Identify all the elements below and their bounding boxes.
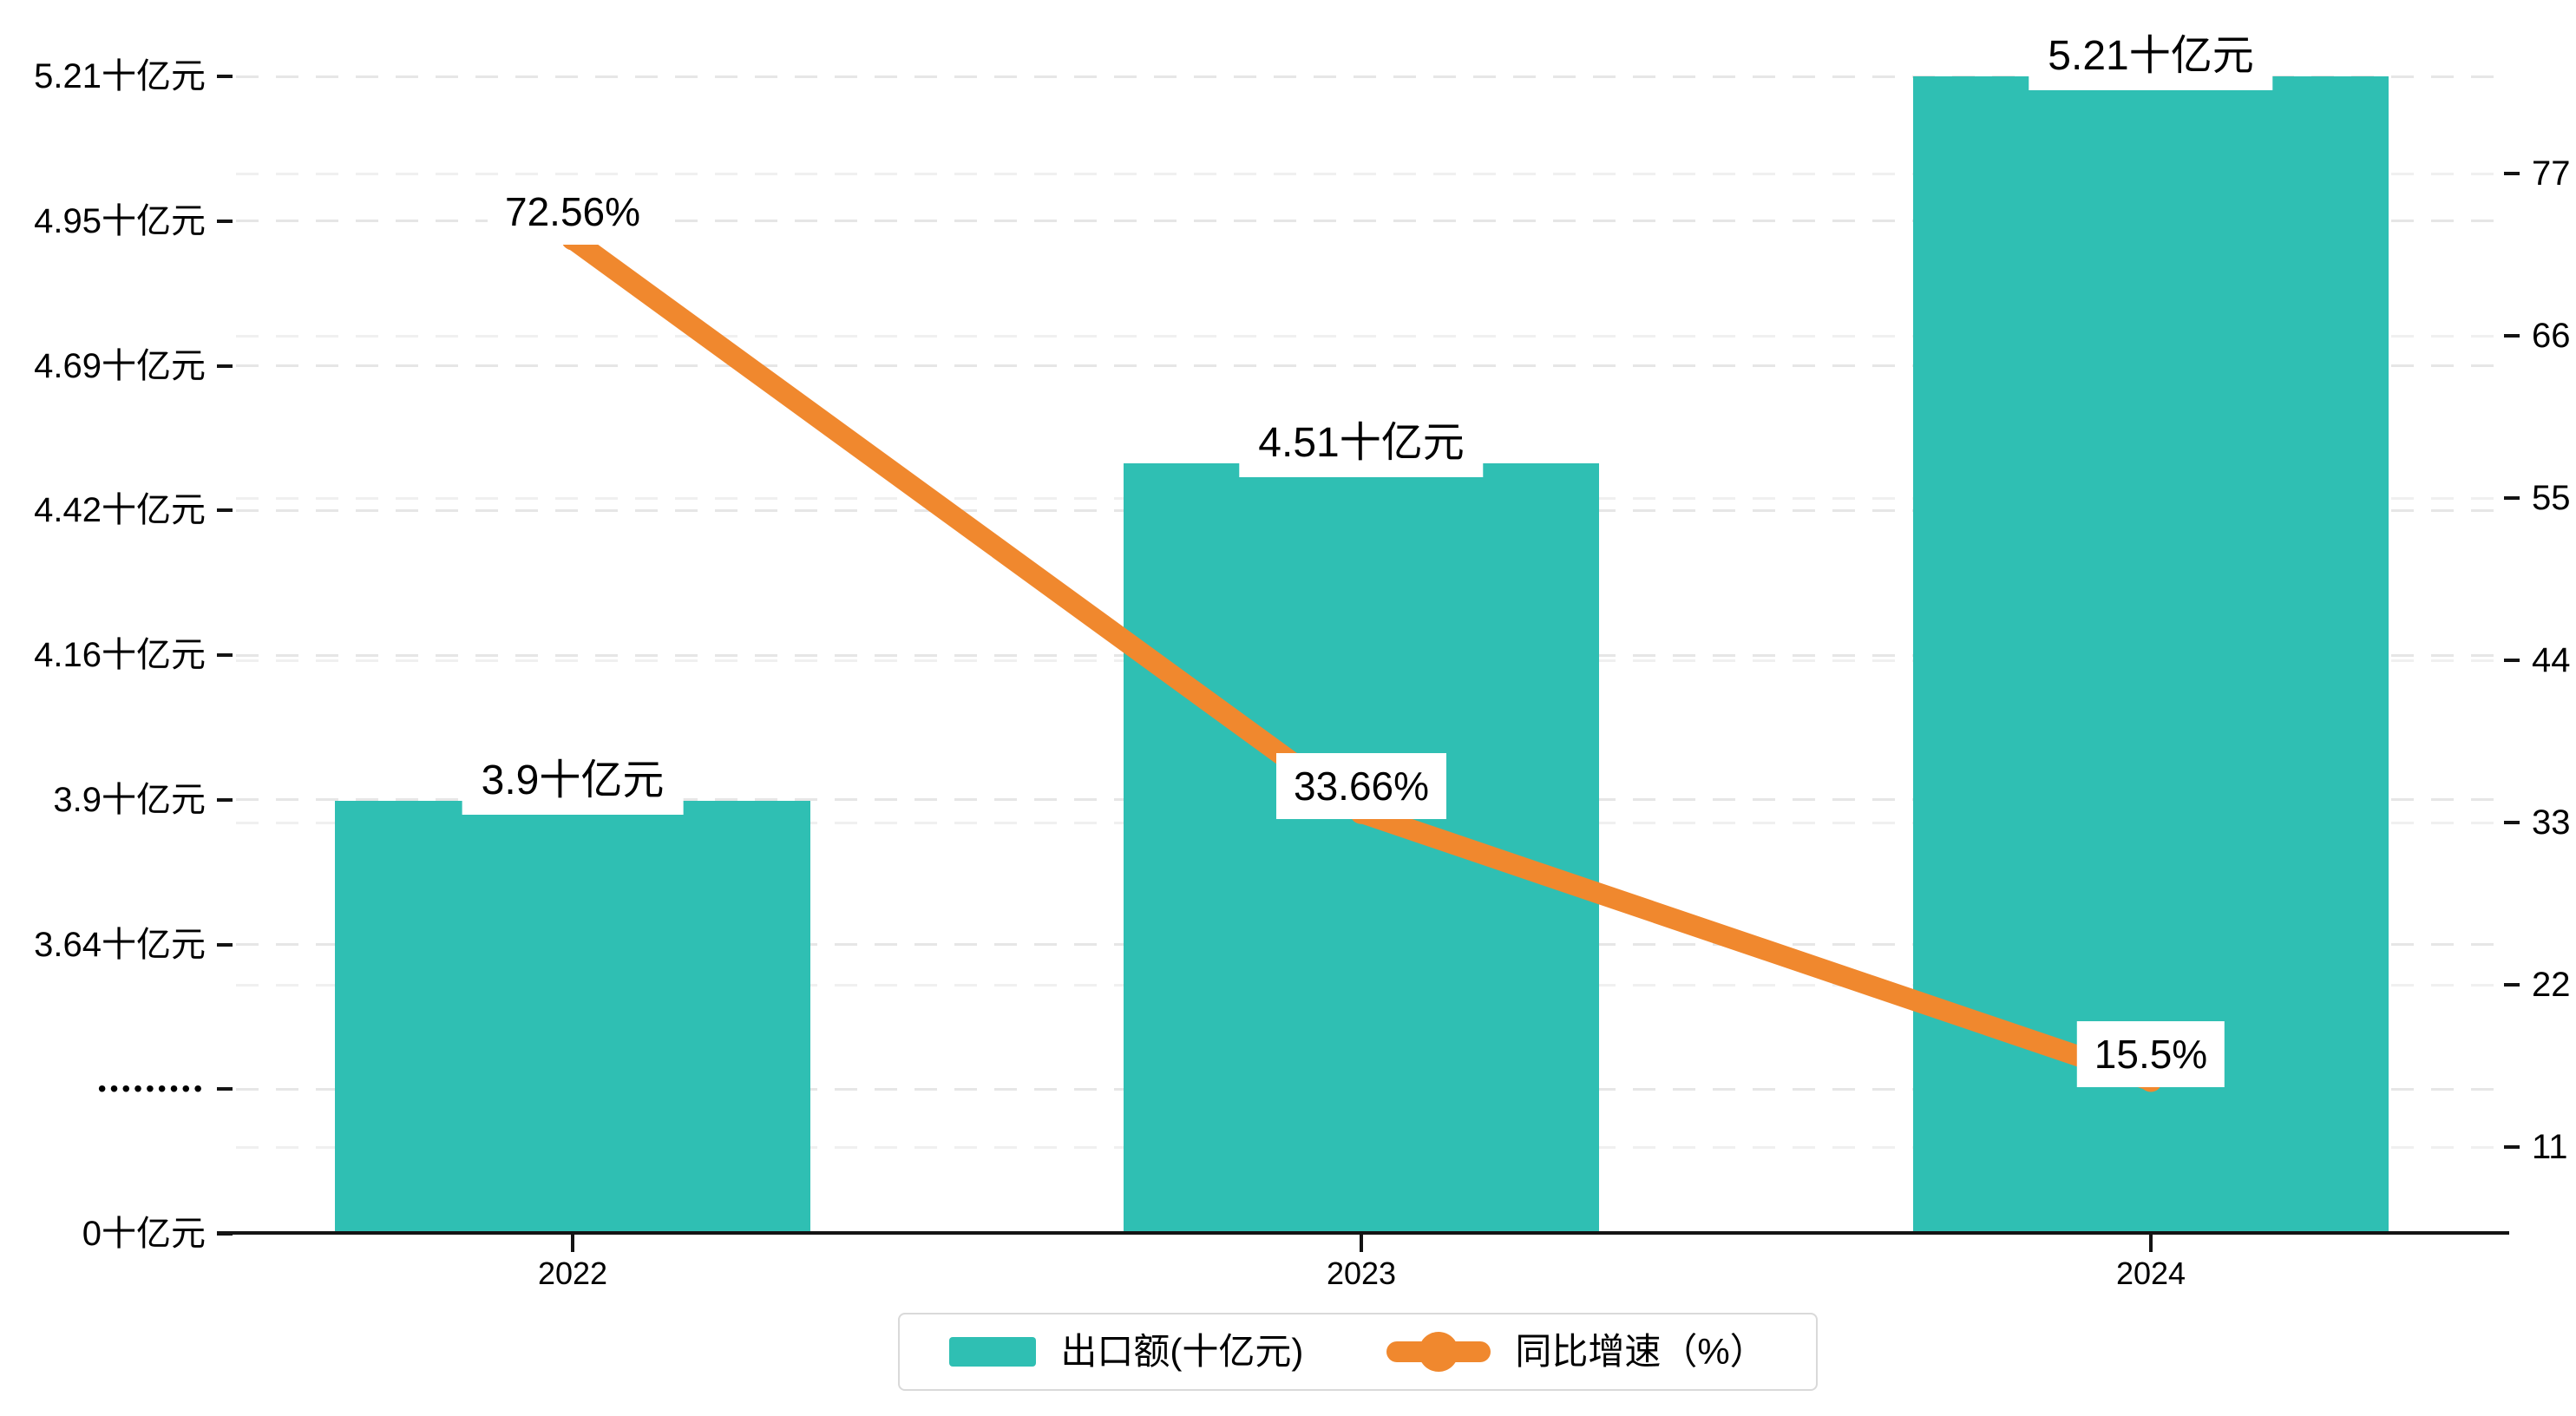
gridline-left: [236, 75, 2499, 78]
y-axis-right-label: 66: [2532, 317, 2571, 355]
y-axis-right-tick: [2504, 659, 2520, 662]
y-axis-left-label: •••••••••: [97, 1075, 206, 1103]
y-axis-left-label: 4.69十亿元: [34, 346, 206, 385]
x-axis-tick: [1360, 1235, 1363, 1252]
y-axis-left-label: 3.9十亿元: [53, 780, 206, 819]
y-axis-left-tick: [217, 653, 233, 657]
y-axis-left-tick: [217, 75, 233, 78]
y-axis-right-label: 55: [2532, 479, 2571, 517]
y-axis-right-label: 77: [2532, 154, 2571, 193]
growth-line[interactable]: [562, 228, 2161, 1092]
legend-line-dot-swatch-icon: [1386, 1331, 1491, 1373]
x-axis-label-2024: 2024: [2115, 1255, 2186, 1291]
x-axis-tick: [2149, 1235, 2153, 1252]
bar-2023[interactable]: [1124, 463, 1599, 1235]
y-axis-right-tick: [2504, 496, 2520, 500]
x-axis-line: [217, 1231, 2509, 1235]
growth-value-label: 72.56%: [487, 179, 659, 246]
y-axis-left-tick: [217, 942, 233, 947]
y-axis-right-tick: [2504, 821, 2520, 824]
y-axis-right-tick: [2504, 983, 2520, 987]
legend-label-export-value: 出口额(十亿元): [1060, 1331, 1304, 1372]
legend: 出口额(十亿元) 同比增速（%）: [898, 1313, 1818, 1391]
gridline-right: [236, 334, 2499, 338]
y-axis-right-tick: [2504, 1145, 2520, 1149]
growth-value-label: 15.5%: [2076, 1020, 2225, 1087]
legend-label-growth-rate: 同比增速（%）: [1515, 1331, 1766, 1372]
y-axis-left-label: 4.42十亿元: [34, 491, 206, 530]
y-axis-left-tick: [217, 219, 233, 223]
y-axis-left-label: 0十亿元: [82, 1215, 206, 1253]
legend-item-export-value[interactable]: 出口额(十亿元): [949, 1334, 1303, 1370]
gridline-left: [236, 364, 2499, 367]
x-axis-label-2023: 2023: [1326, 1255, 1397, 1291]
y-axis-right-label: 44: [2532, 641, 2571, 679]
growth-value-label: 33.66%: [1275, 752, 1447, 819]
bar-value-label: 4.51十亿元: [1239, 410, 1484, 478]
legend-item-growth-rate[interactable]: 同比增速（%）: [1386, 1331, 1766, 1373]
bar-value-label: 3.9十亿元: [462, 746, 684, 815]
y-axis-left-tick: [217, 364, 233, 368]
y-axis-right-tick: [2504, 172, 2520, 175]
x-axis-label-2022: 2022: [537, 1255, 608, 1291]
legend-bar-swatch-icon: [949, 1337, 1037, 1367]
bar-2022[interactable]: [335, 800, 810, 1235]
y-axis-left-tick: [217, 797, 233, 802]
y-axis-right-label: 22: [2532, 966, 2571, 1004]
gridline-right: [236, 172, 2499, 175]
gridline-left: [236, 220, 2499, 223]
x-axis-tick: [571, 1235, 574, 1252]
y-axis-right-label: 11: [2532, 1128, 2568, 1166]
y-axis-left-label: 4.95十亿元: [34, 201, 206, 240]
y-axis-left-label: 5.21十亿元: [34, 57, 206, 95]
y-axis-left-tick: [217, 508, 233, 513]
y-axis-right-tick: [2504, 334, 2520, 338]
bar-value-label: 5.21十亿元: [2029, 23, 2273, 90]
y-axis-left-tick: [217, 1087, 233, 1092]
y-axis-right-label: 33: [2532, 803, 2571, 842]
y-axis-left-label: 4.16十亿元: [34, 636, 206, 674]
y-axis-left-label: 3.64十亿元: [34, 925, 206, 964]
